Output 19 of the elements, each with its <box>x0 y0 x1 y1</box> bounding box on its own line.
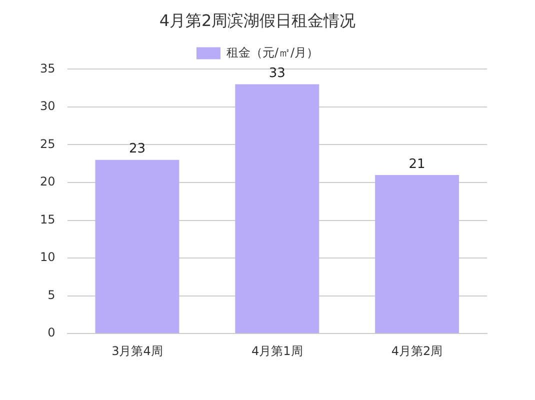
legend-label: 租金（元/㎡/月） <box>226 45 319 60</box>
x-tick-label: 3月第4周 <box>112 344 163 358</box>
bar <box>235 84 320 334</box>
bar <box>95 160 180 334</box>
x-tick-label: 4月第1周 <box>251 344 303 358</box>
y-tick-label: 5 <box>48 288 56 302</box>
y-tick-label: 35 <box>40 61 56 76</box>
data-label: 23 <box>128 142 146 157</box>
chart-title: 4月第2周滨湖假日租金情况 <box>159 10 356 30</box>
data-label: 33 <box>268 66 286 82</box>
x-tick-label: 4月第2周 <box>391 344 443 358</box>
data-label: 21 <box>408 156 426 172</box>
y-tick-label: 20 <box>40 174 56 189</box>
y-tick-label: 10 <box>40 250 56 264</box>
y-tick-label: 15 <box>40 212 56 226</box>
y-tick-label: 0 <box>48 326 56 340</box>
y-tick-label: 30 <box>40 99 56 114</box>
y-tick-label: 25 <box>40 136 56 151</box>
bar <box>375 174 460 334</box>
